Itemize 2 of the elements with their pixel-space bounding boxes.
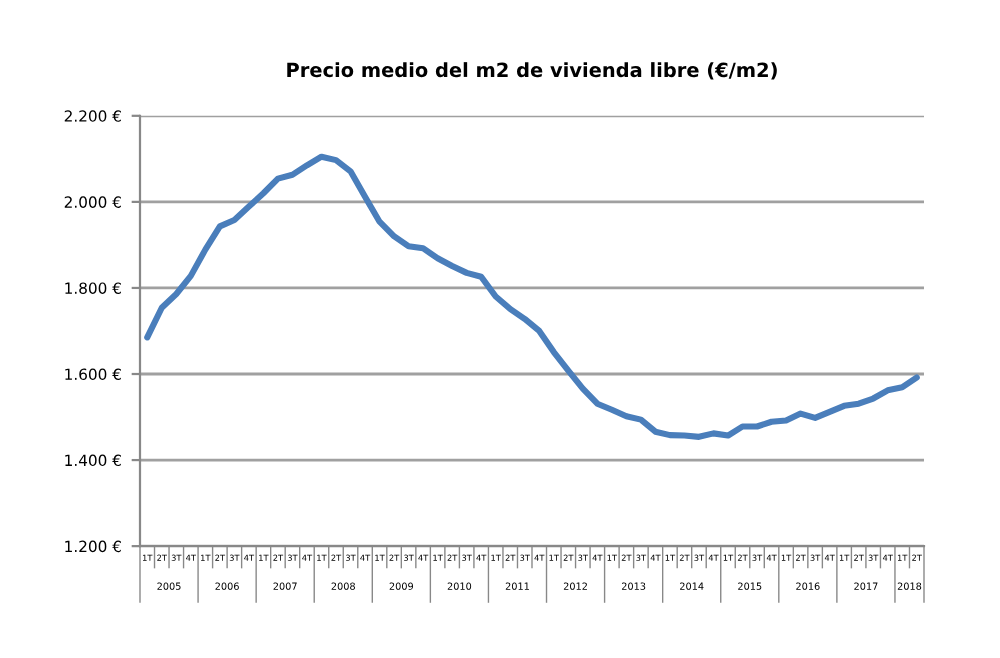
chart-title: Precio medio del m2 de vivienda libre (€/m2): [287, 62, 777, 80]
line-series: [144, 153, 920, 440]
